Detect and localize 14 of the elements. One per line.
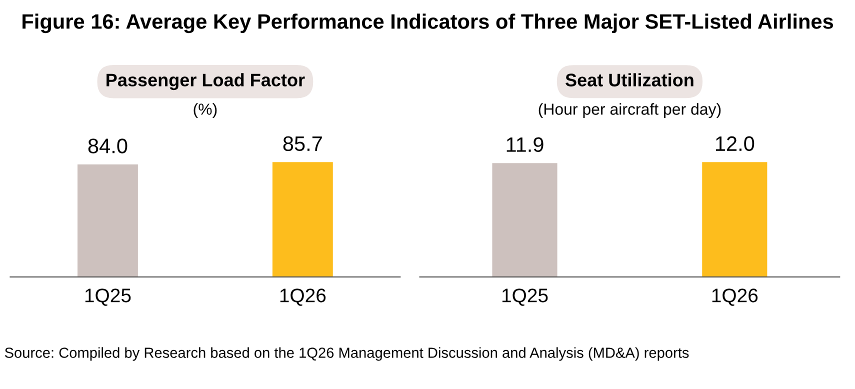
chart-subtitle: (Hour per aircraft per day) [538,103,721,118]
caption: Figure 16: Average Key Performance Indicators of Three Major SET-Listed Airlines [22,14,834,34]
source-note: Source: Compiled by Research based on the 1Q26 Management Discussion and Analysis (MD&A) reports [4,347,689,361]
data-label: 12.0 [716,136,754,152]
x-tick-label: 1Q26 [280,288,326,306]
data-label: 85.7 [283,136,322,152]
data-label: 84.0 [88,138,128,154]
x-tick-label: 1Q25 [85,288,131,306]
x-tick-label: 1Q25 [502,288,548,306]
x-tick-label: 1Q26 [712,288,758,306]
data-label: 11.9 [506,137,544,152]
chart-subtitle: (%) [194,103,217,118]
chart-title: Passenger Load Factor [106,73,305,90]
chart-title: Seat Utilization [566,73,694,86]
